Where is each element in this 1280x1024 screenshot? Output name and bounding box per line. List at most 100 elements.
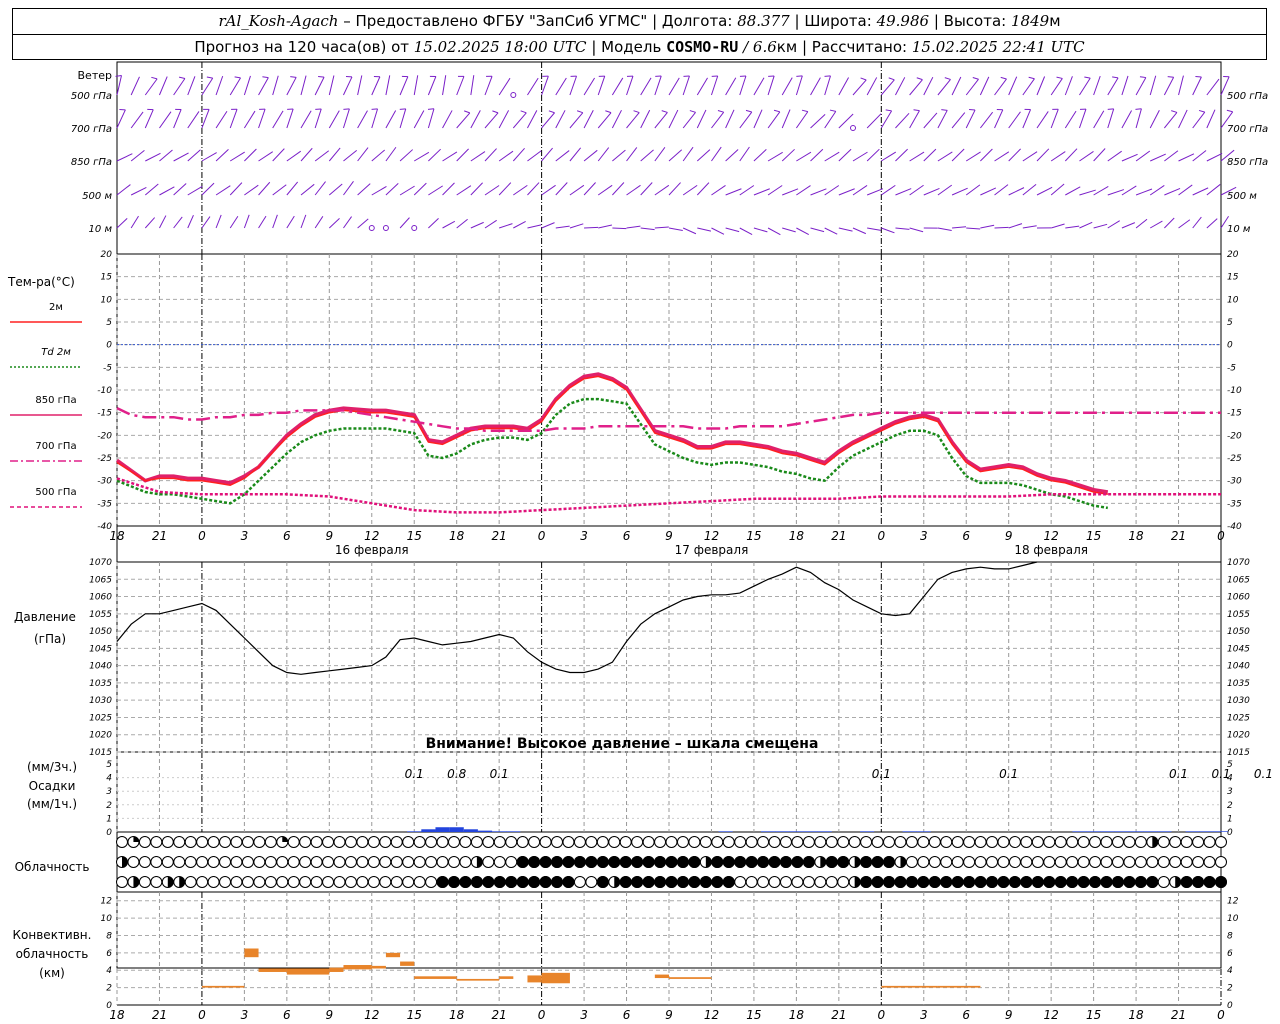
wind-barb	[668, 227, 683, 231]
cloud-cover-icon	[116, 836, 128, 848]
wind-barb	[1022, 225, 1037, 229]
cloud-cover-icon	[779, 876, 792, 888]
cloud-cover-icon	[1169, 856, 1182, 868]
cloud-cover-icon	[1100, 856, 1113, 868]
cloud-cover-icon	[1203, 836, 1216, 848]
wind-barb	[994, 226, 1009, 229]
conv-cloud-bar	[414, 976, 457, 979]
time-tick-label: 3	[920, 1008, 928, 1022]
wind-barb	[201, 109, 210, 129]
wind-barb-flag	[1056, 76, 1063, 79]
wind-barb	[428, 217, 439, 229]
cloud-cover-icon	[516, 856, 529, 868]
cloud-cover-icon	[573, 856, 586, 868]
cloud-cover-icon	[1169, 876, 1182, 888]
cloud-cover-icon	[196, 856, 209, 868]
precip-label: 0.1	[1211, 767, 1230, 781]
wind-barb	[357, 218, 369, 229]
cloud-cover-icon	[1100, 876, 1113, 888]
wind-calm-icon	[368, 225, 375, 231]
cloud-cover-icon	[344, 836, 357, 848]
time-tick-label: 3	[241, 1008, 249, 1022]
wind-barb	[909, 79, 923, 96]
wind-barb	[1008, 148, 1021, 162]
wind-barb	[654, 75, 662, 96]
time-tick-label: 0	[538, 529, 546, 543]
wind-barb	[357, 75, 363, 96]
cloud-cover-icon	[138, 856, 151, 868]
conv-tick-label: 10	[101, 914, 113, 924]
wind-barb	[1051, 223, 1065, 229]
wind-barb-flag	[492, 110, 499, 114]
station-name: rAl_Kosh-Agach	[218, 12, 339, 30]
wind-barb-flag	[1226, 109, 1233, 113]
wind-barb	[1079, 77, 1091, 96]
cloud-cover-icon	[482, 876, 495, 888]
precip-tick-label: 3	[106, 787, 112, 797]
wind-barb	[1022, 151, 1038, 162]
wind-barb	[1178, 109, 1188, 129]
wind-barb	[725, 109, 735, 129]
time-tick-label: 9	[1005, 1008, 1013, 1022]
conv-tick-label: 6	[1227, 949, 1233, 959]
wind-barb	[796, 151, 812, 162]
conv-tick-label: 4	[106, 966, 112, 976]
wind-barb	[173, 152, 189, 162]
wind-barb	[966, 227, 981, 230]
cloud-cover-icon	[1134, 876, 1147, 888]
wind-barb	[994, 151, 1010, 162]
precip-bar	[916, 831, 931, 832]
wind-barb	[258, 151, 274, 162]
time-tick-label: 9	[325, 1008, 333, 1022]
wind-barb	[810, 113, 826, 129]
wind-barb	[711, 227, 725, 235]
cloud-cover-icon	[1111, 856, 1124, 868]
wind-calm-icon	[510, 92, 517, 98]
cloud-cover-icon	[894, 836, 907, 848]
cloud-cover-icon	[505, 876, 518, 888]
cloud-cover-icon	[1100, 836, 1113, 848]
wind-barb	[725, 149, 739, 162]
cloud-cover-icon	[127, 876, 140, 888]
wind-barb	[498, 110, 510, 129]
pressure-tick-label: 1040	[89, 662, 112, 672]
wind-barb	[272, 214, 278, 229]
wind-barb	[682, 112, 696, 129]
temp-tick-label: 5	[106, 318, 112, 328]
cloud-cover-icon	[1134, 856, 1147, 868]
pressure-tick-label: 1025	[1227, 713, 1250, 723]
wind-barb	[682, 146, 694, 162]
precip-bar	[1185, 831, 1200, 832]
wind-barb	[144, 78, 158, 96]
forecast-start: 15.02.2025 18:00 UTC	[413, 38, 587, 56]
wind-barb	[1107, 150, 1122, 162]
precip-tick-label: 0	[1227, 828, 1233, 838]
wind-barb	[824, 185, 840, 196]
wind-barb	[541, 222, 555, 229]
cloud-cover-icon	[287, 856, 300, 868]
wind-barb	[201, 216, 211, 229]
cloud-cover-icon	[413, 836, 426, 848]
wind-barb	[1178, 184, 1193, 196]
cloud-cover-icon	[322, 836, 335, 848]
cloud-cover-icon	[596, 876, 609, 888]
wind-barb	[1164, 187, 1181, 196]
cloud-cover-icon	[493, 876, 506, 888]
wind-barb	[1135, 218, 1148, 229]
wind-barb	[979, 76, 990, 96]
temp-tick-label: 10	[1227, 295, 1239, 305]
wind-barb	[994, 109, 1004, 129]
wind-barb	[1164, 150, 1179, 162]
wind-barb	[272, 184, 287, 196]
temp-tick-label: 15	[1227, 273, 1239, 283]
wind-barb	[357, 183, 371, 196]
wind-barb	[1220, 149, 1235, 162]
conv-cloud-bar	[456, 978, 500, 981]
time-tick-label: 6	[962, 529, 970, 543]
cloud-cover-icon	[642, 836, 655, 848]
cloud-cover-icon	[814, 876, 827, 888]
wind-barb	[1206, 184, 1221, 196]
wind-barb-flag	[773, 109, 780, 113]
pressure-tick-label: 1045	[89, 644, 112, 654]
precip-label: 0.8	[447, 767, 466, 781]
